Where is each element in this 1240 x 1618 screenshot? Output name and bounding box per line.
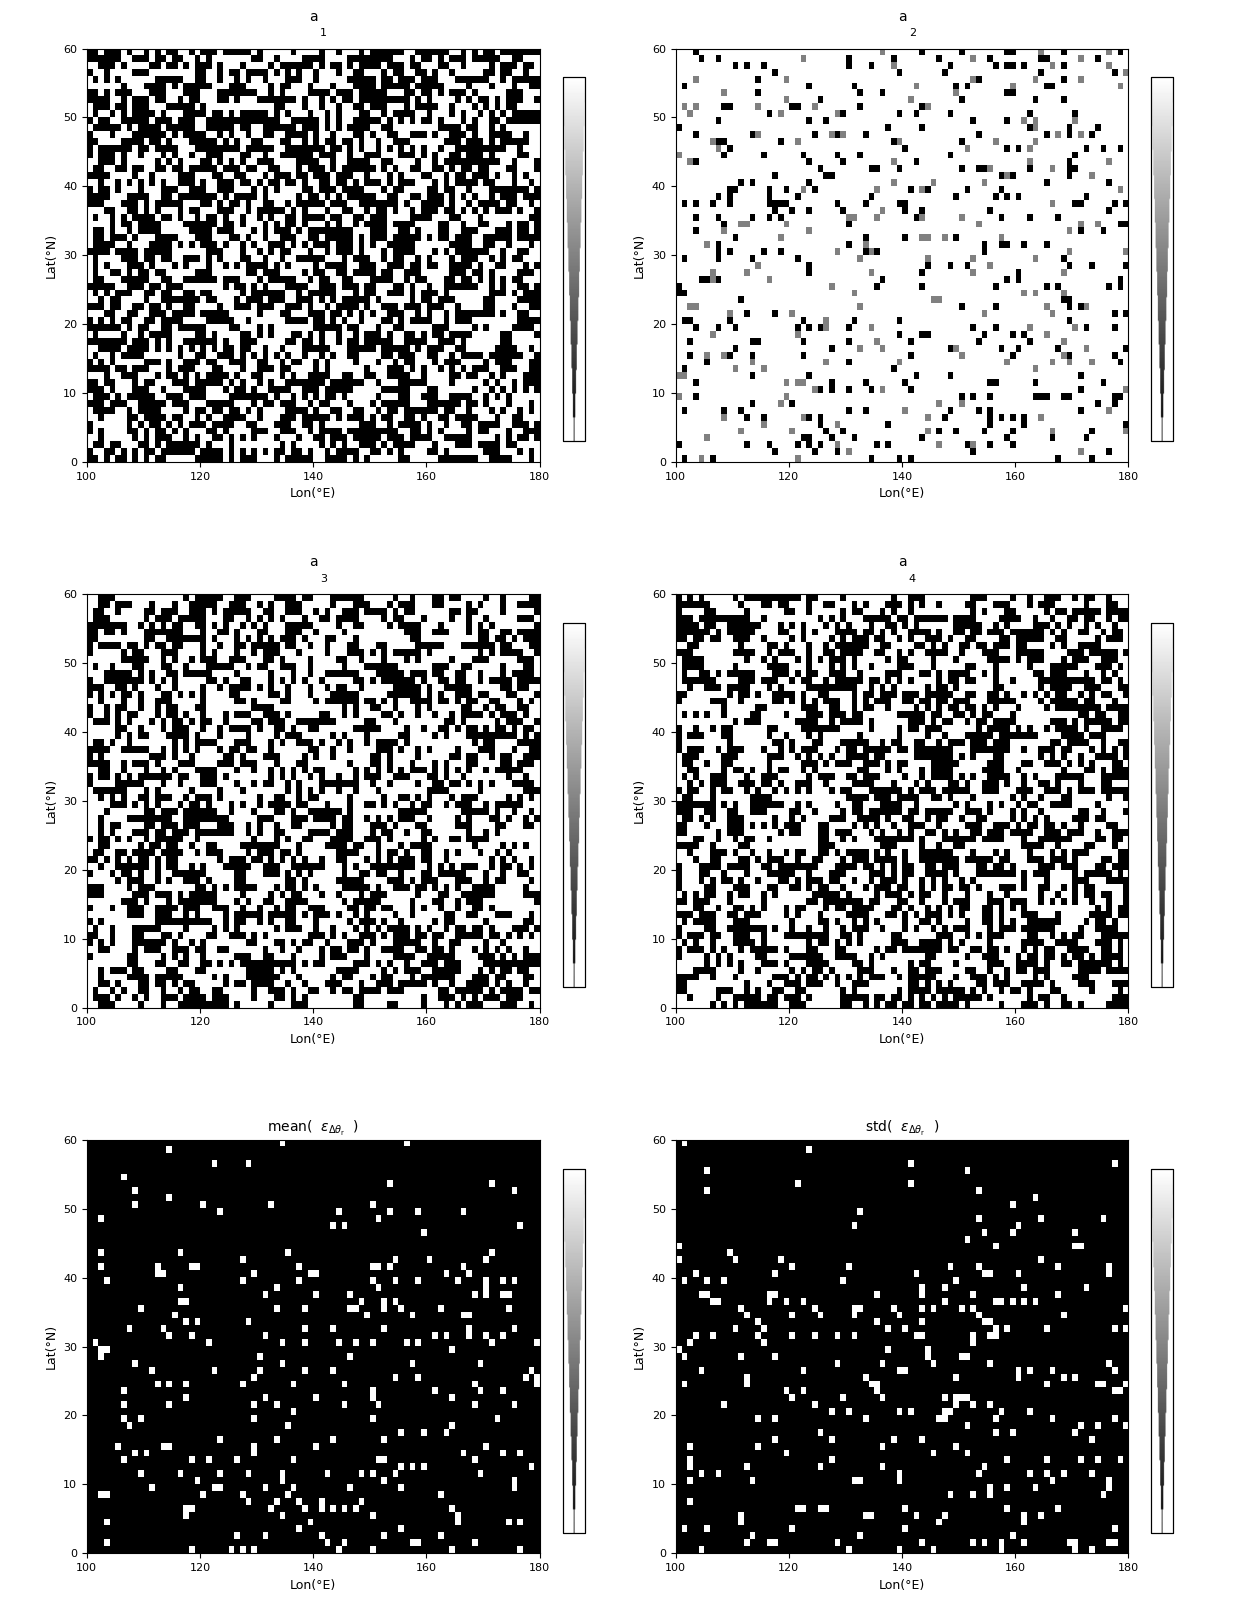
Y-axis label: Lat(°N): Lat(°N): [634, 778, 646, 824]
Y-axis label: Lat(°N): Lat(°N): [45, 233, 57, 278]
Text: 4: 4: [909, 574, 916, 584]
Y-axis label: Lat(°N): Lat(°N): [45, 1324, 57, 1369]
Title: std(  $\varepsilon_{\Delta\theta_\mathrm{r}}$  ): std( $\varepsilon_{\Delta\theta_\mathrm{…: [864, 1118, 939, 1137]
X-axis label: Lon(°E): Lon(°E): [290, 1032, 336, 1045]
Y-axis label: Lat(°N): Lat(°N): [634, 233, 646, 278]
Text: 2: 2: [909, 28, 916, 39]
X-axis label: Lon(°E): Lon(°E): [290, 1579, 336, 1592]
Title: mean(  $\varepsilon_{\Delta\theta_\mathrm{r}}$  ): mean( $\varepsilon_{\Delta\theta_\mathrm…: [267, 1118, 360, 1137]
Text: 1: 1: [320, 28, 327, 39]
X-axis label: Lon(°E): Lon(°E): [879, 1579, 925, 1592]
X-axis label: Lon(°E): Lon(°E): [879, 1032, 925, 1045]
Text: a: a: [309, 10, 317, 24]
Text: a: a: [309, 555, 317, 570]
Text: a: a: [898, 10, 906, 24]
Y-axis label: Lat(°N): Lat(°N): [634, 1324, 646, 1369]
X-axis label: Lon(°E): Lon(°E): [290, 487, 336, 500]
Text: a: a: [898, 555, 906, 570]
Text: 3: 3: [320, 574, 327, 584]
Y-axis label: Lat(°N): Lat(°N): [45, 778, 57, 824]
X-axis label: Lon(°E): Lon(°E): [879, 487, 925, 500]
